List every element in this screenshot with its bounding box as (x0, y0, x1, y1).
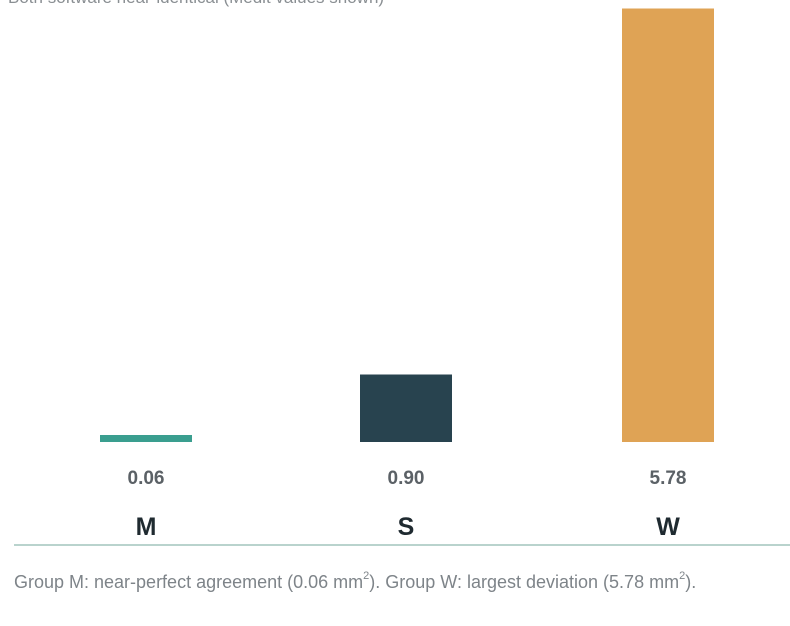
value-label-w: 5.78 (650, 468, 687, 489)
caption-part-1: Group M: near-perfect agreement (0.06 mm (14, 572, 364, 592)
caption-superscript-2: 2 (679, 570, 686, 582)
value-label-s: 0.90 (388, 468, 425, 489)
category-label-m: M (136, 513, 157, 541)
category-label-s: S (398, 513, 415, 541)
bar-m (100, 435, 192, 442)
bar-s (360, 374, 452, 442)
caption-part-3: ). (685, 572, 697, 592)
caption-superscript-1: 2 (363, 570, 370, 582)
chart-subtitle: Both software near-identical (Medit valu… (8, 0, 384, 8)
caption-part-2: ). Group W: largest deviation (5.78 mm (369, 572, 680, 592)
x-axis-line (14, 544, 790, 546)
bar-w (622, 8, 714, 442)
chart-caption: Group M: near-perfect agreement (0.06 mm… (14, 566, 784, 598)
value-label-m: 0.06 (128, 468, 165, 489)
category-label-w: W (656, 513, 680, 541)
